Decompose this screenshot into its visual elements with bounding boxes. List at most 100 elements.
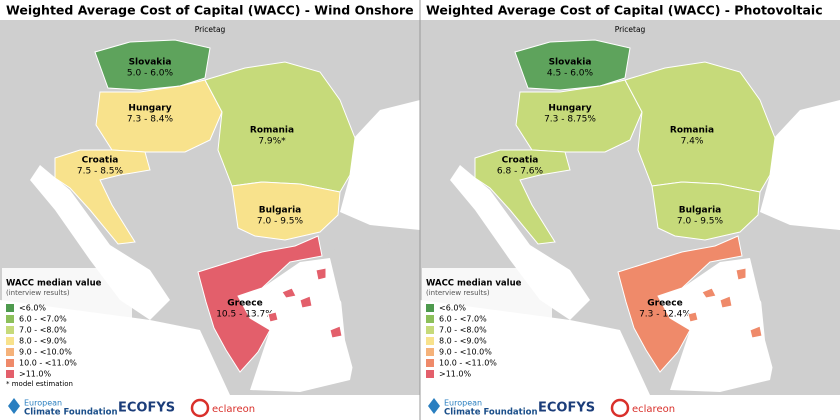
legend-subtitle: (interview results) [426, 289, 490, 297]
country-name: Greece [647, 299, 682, 309]
map-title: Weighted Average Cost of Capital (WACC) … [6, 3, 414, 18]
country-name: Hungary [128, 104, 171, 114]
country-value: 4.5 - 6.0% [547, 69, 594, 79]
greek-island [299, 295, 313, 309]
greek-island [735, 267, 747, 281]
legend-label: <6.0% [19, 304, 46, 313]
country-value: 7.0 - 9.5% [677, 217, 724, 227]
greek-island [701, 287, 717, 299]
country-name: Romania [670, 126, 714, 136]
greek-island [749, 325, 763, 339]
ecf-logo-mark [8, 398, 20, 414]
legend-label: 7.0 - <8.0% [439, 326, 487, 335]
ecf-logo-line: European [444, 399, 482, 408]
aegean-sea [658, 258, 780, 392]
map-subtitle: Pricetag [615, 25, 646, 34]
legend-swatch [426, 337, 434, 345]
legend-swatch [426, 304, 434, 312]
country-region [94, 39, 211, 91]
country-name: Bulgaria [679, 206, 721, 216]
country-region [651, 181, 761, 241]
logo-strip [0, 395, 420, 420]
country-name: Bulgaria [259, 206, 301, 216]
country-value: 7.0 - 9.5% [257, 217, 304, 227]
country-value: 7.3 - 8.75% [544, 115, 596, 125]
legend-label: 10.0 - <11.0% [439, 359, 497, 368]
greek-island [315, 267, 327, 281]
legend-box [2, 268, 132, 393]
country-name: Croatia [502, 156, 539, 166]
country-region [54, 149, 151, 245]
logo-strip [420, 395, 840, 420]
legend-swatch [6, 337, 14, 345]
country-region [617, 235, 743, 373]
country-name: Hungary [548, 104, 591, 114]
country-name: Greece [227, 299, 262, 309]
legend-box [422, 268, 552, 393]
anatolia [330, 240, 420, 395]
country-region [624, 61, 776, 193]
country-name: Romania [250, 126, 294, 136]
legend-swatch [426, 348, 434, 356]
legend-label: 6.0 - <7.0% [439, 315, 487, 324]
legend-label: 9.0 - <10.0% [19, 348, 72, 357]
aegean-sea [238, 258, 360, 392]
country-region [231, 181, 341, 241]
legend-label: 7.0 - <8.0% [19, 326, 67, 335]
legend-label: 8.0 - <9.0% [439, 337, 487, 346]
legend-swatch [426, 370, 434, 378]
country-region [204, 61, 356, 193]
legend-swatch [426, 315, 434, 323]
country-value: 5.0 - 6.0% [127, 69, 174, 79]
eclareon-logo: eclareon [212, 404, 255, 415]
legend-label: >11.0% [439, 370, 472, 379]
greek-island [281, 287, 297, 299]
country-value: 7.3 - 12.4% [639, 310, 691, 320]
country-region [515, 79, 643, 153]
ecf-logo-line: Climate Foundation [444, 408, 538, 418]
legend-label: <6.0% [439, 304, 466, 313]
country-region [474, 149, 571, 245]
legend-label: 9.0 - <10.0% [439, 348, 492, 357]
black-sea [340, 100, 420, 230]
country-region [197, 235, 323, 373]
legend-swatch [6, 370, 14, 378]
legend-swatch [426, 359, 434, 367]
country-value: 6.8 - 7.6% [497, 167, 544, 177]
ecofys-logo: ECOFYS [118, 401, 175, 416]
eclareon-logo-mark [190, 398, 210, 418]
country-name: Slovakia [549, 58, 592, 68]
greek-island [329, 325, 343, 339]
country-region [95, 79, 223, 153]
legend-label: 6.0 - <7.0% [19, 315, 67, 324]
country-value: 7.3 - 8.4% [127, 115, 174, 125]
country-value: 7.9%* [258, 137, 286, 147]
ecf-logo-line: European [24, 399, 62, 408]
map-title: Weighted Average Cost of Capital (WACC) … [426, 3, 823, 18]
legend-label: 8.0 - <9.0% [19, 337, 67, 346]
legend-swatch [6, 315, 14, 323]
legend-swatch [6, 359, 14, 367]
ecf-logo-mark [428, 398, 440, 414]
eclareon-logo-mark [610, 398, 630, 418]
legend-subtitle: (interview results) [6, 289, 70, 297]
anatolia [750, 240, 840, 395]
legend-title: WACC median value [426, 279, 522, 289]
legend-swatch [426, 326, 434, 334]
greek-island [267, 311, 279, 323]
ecofys-logo: ECOFYS [538, 401, 595, 416]
adriatic-sea [450, 165, 590, 320]
legend-swatch [6, 348, 14, 356]
legend-swatch [6, 304, 14, 312]
ecf-logo-line: Climate Foundation [24, 408, 118, 418]
greek-island [719, 295, 733, 309]
country-name: Croatia [82, 156, 119, 166]
country-value: 10.5 - 13.7% [216, 310, 274, 320]
country-value: 7.4% [681, 137, 704, 147]
country-region [514, 39, 631, 91]
greek-island [687, 311, 699, 323]
eclareon-logo: eclareon [632, 404, 675, 415]
